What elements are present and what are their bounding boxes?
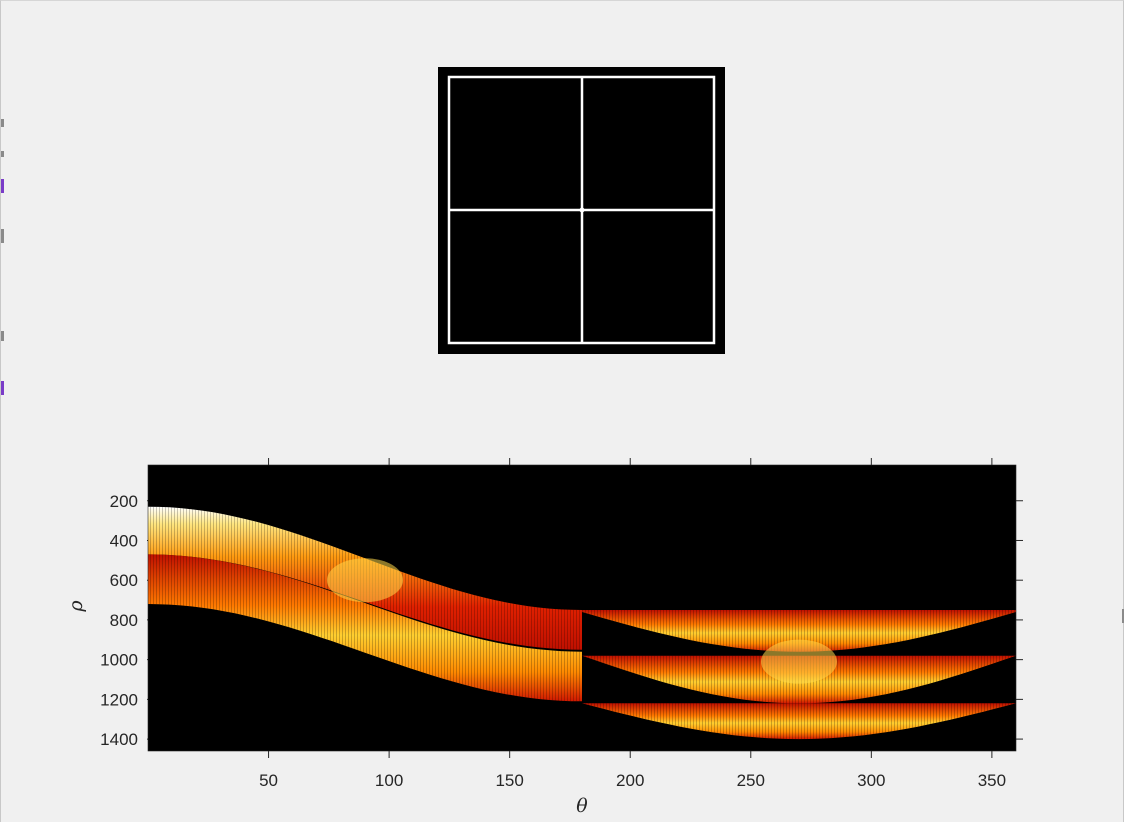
y-tick-label: 1000 [100, 651, 138, 670]
y-tick-label: 200 [110, 492, 138, 511]
plot-frame [147, 464, 1017, 752]
heatmap-peak [327, 558, 403, 603]
x-tick-label: 50 [259, 771, 278, 790]
x-tick-label: 300 [857, 771, 885, 790]
edge-image-panel [438, 67, 725, 354]
window-edge-mark [1, 381, 4, 395]
heatmap-band-texture [148, 554, 582, 702]
x-tick-label: 100 [375, 771, 403, 790]
y-tick-label: 1200 [100, 690, 138, 709]
y-tick-label: 800 [110, 611, 138, 630]
heatmap-peak [761, 639, 837, 684]
window-edge-mark [1, 151, 4, 157]
y-tick-label: 600 [110, 571, 138, 590]
window-edge-mark [1, 331, 4, 341]
x-axis-label: θ [576, 795, 588, 817]
x-tick-label: 350 [978, 771, 1006, 790]
heatmap-bands [148, 506, 1016, 740]
y-axis-label: ρ [65, 600, 87, 613]
x-tick-label: 150 [495, 771, 523, 790]
image-center-point [579, 207, 585, 213]
hough-heatmap: 50 100 150 200 250 300 350 200 400 600 800 1000 1200… [65, 458, 1023, 817]
y-tick-label: 1400 [100, 730, 138, 749]
heatmap-band-texture [582, 703, 1016, 740]
x-tick-label: 250 [737, 771, 765, 790]
axes: 50 100 150 200 250 300 350 200 400 600 800 1000 1200… [100, 458, 1023, 790]
window-edge-mark [1, 229, 4, 243]
heatmap-band-texture [582, 610, 1016, 652]
window-edge-mark [1, 179, 4, 193]
x-tick-label: 200 [616, 771, 644, 790]
window-edge-mark [1, 119, 4, 127]
window-edge-mark [1122, 609, 1124, 623]
y-tick-label: 400 [110, 531, 138, 550]
